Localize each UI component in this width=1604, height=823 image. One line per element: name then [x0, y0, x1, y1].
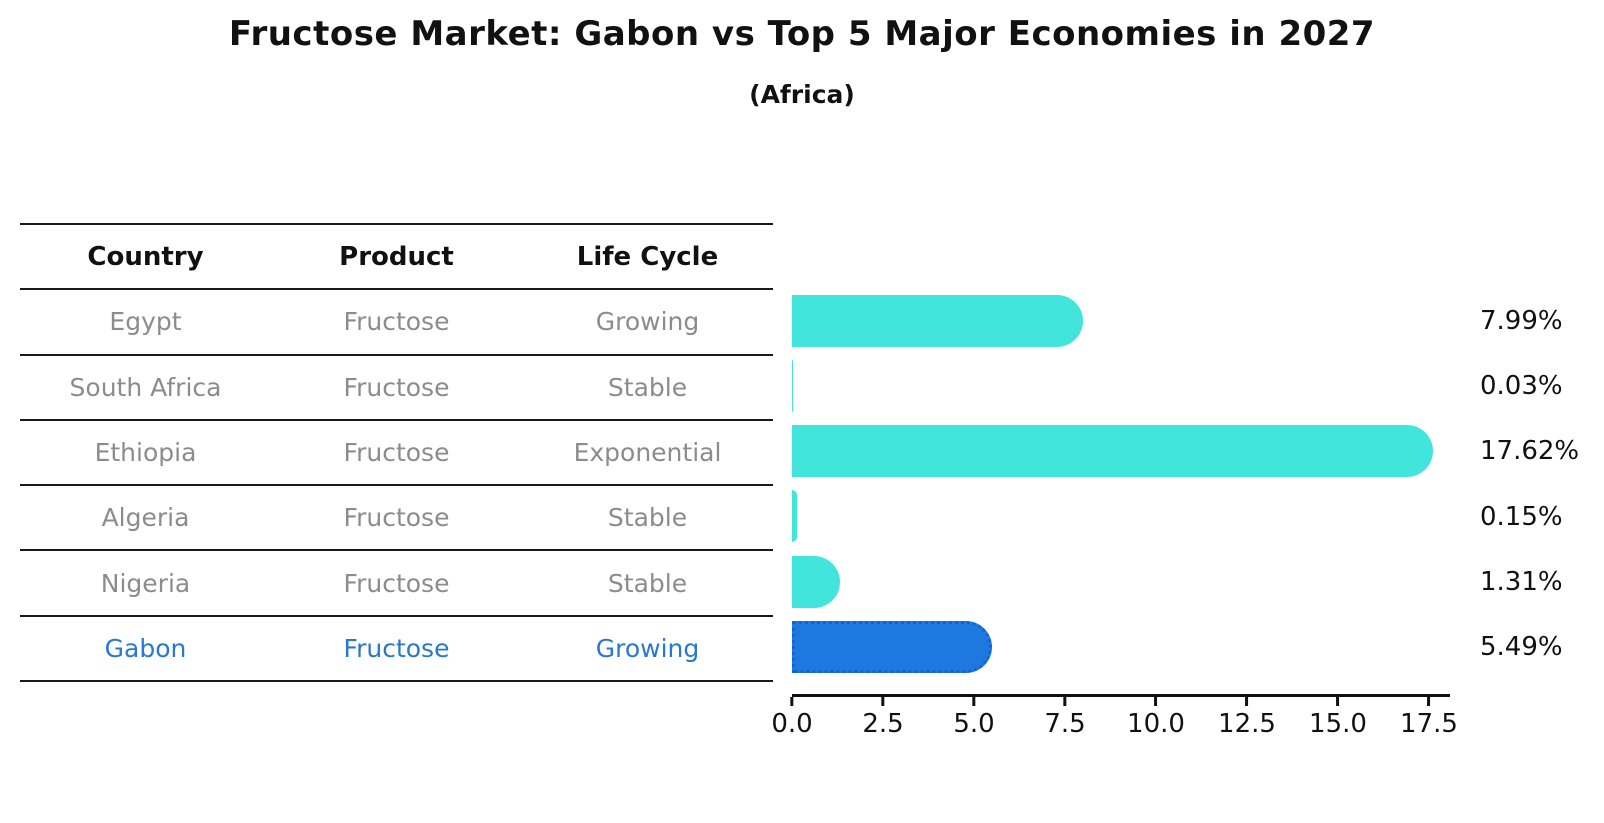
value-label-gabon: 5.49% — [1480, 632, 1563, 663]
table-header-row: Country Product Life Cycle — [20, 225, 773, 291]
table-row-ethiopia: Ethiopia Fructose Exponential — [20, 421, 773, 487]
bar-row: 17.62% — [792, 419, 1604, 484]
product-cell: Fructose — [343, 372, 450, 402]
bar-algeria — [792, 490, 798, 543]
table-row-gabon-highlighted: Gabon Fructose Growing — [20, 617, 773, 683]
lifecycle-cell: Growing — [595, 307, 700, 337]
x-axis-tick: 17.5 — [1400, 697, 1458, 739]
country-cell: South Africa — [69, 372, 222, 402]
bar-row: 0.03% — [792, 353, 1604, 418]
tick-label: 15.0 — [1309, 709, 1367, 739]
x-axis-tick: 12.5 — [1218, 697, 1276, 739]
country-table: Country Product Life Cycle Egypt Fructos… — [20, 223, 773, 683]
table-row-egypt: Egypt Fructose Growing — [20, 290, 773, 356]
table-row-algeria: Algeria Fructose Stable — [20, 486, 773, 552]
product-cell: Fructose — [343, 633, 450, 663]
chart-title: Fructose Market: Gabon vs Top 5 Major Ec… — [228, 14, 1376, 54]
value-label-nigeria: 1.31% — [1480, 566, 1563, 597]
country-cell: Gabon — [104, 633, 187, 663]
x-axis-tick: 15.0 — [1309, 697, 1367, 739]
product-cell: Fructose — [343, 438, 450, 468]
bar-chart: 7.99% 0.03% 17.62% 0.15% 1.31% 5.49% 0.0 — [771, 288, 1604, 758]
bar-row: 5.49% — [792, 614, 1604, 679]
country-cell: Nigeria — [100, 568, 191, 598]
tick-label: 7.5 — [1044, 709, 1086, 739]
tick-mark — [1336, 697, 1340, 706]
x-axis-line — [792, 694, 1450, 697]
tick-mark — [881, 697, 885, 706]
product-cell: Fructose — [343, 307, 450, 337]
tick-mark — [1154, 697, 1158, 706]
table-row-nigeria: Nigeria Fructose Stable — [20, 551, 773, 617]
tick-label: 10.0 — [1127, 709, 1185, 739]
x-axis-tick: 10.0 — [1127, 697, 1185, 739]
tick-mark — [1245, 697, 1249, 706]
product-cell: Fructose — [343, 568, 450, 598]
bar-nigeria — [792, 555, 840, 608]
lifecycle-cell: Growing — [595, 633, 700, 663]
bar-row: 7.99% — [792, 288, 1604, 353]
tick-mark — [972, 697, 976, 706]
tick-label: 0.0 — [771, 709, 813, 739]
bar-row: 1.31% — [792, 549, 1604, 614]
country-cell: Ethiopia — [94, 438, 197, 468]
bar-gabon-highlighted — [792, 620, 992, 673]
chart-subtitle: (Africa) — [749, 80, 855, 109]
bar-egypt — [792, 294, 1083, 347]
x-axis-tick: 7.5 — [1044, 697, 1086, 739]
tick-label: 2.5 — [862, 709, 904, 739]
x-axis-tick: 5.0 — [953, 697, 995, 739]
country-cell: Egypt — [109, 307, 182, 337]
column-header-product: Product — [339, 241, 454, 272]
tick-label: 17.5 — [1400, 709, 1458, 739]
tick-mark — [1427, 697, 1431, 706]
product-cell: Fructose — [343, 503, 450, 533]
tick-label: 5.0 — [953, 709, 995, 739]
value-label-south-africa: 0.03% — [1480, 370, 1563, 401]
bar-south-africa — [792, 359, 794, 412]
value-label-egypt: 7.99% — [1480, 305, 1563, 336]
table-row-south-africa: South Africa Fructose Stable — [20, 356, 773, 421]
lifecycle-cell: Stable — [607, 503, 688, 533]
value-label-ethiopia: 17.62% — [1480, 436, 1580, 467]
lifecycle-cell: Exponential — [573, 438, 722, 468]
value-label-algeria: 0.15% — [1480, 501, 1563, 532]
column-header-country: Country — [87, 241, 204, 272]
tick-label: 12.5 — [1218, 709, 1276, 739]
x-axis-tick: 0.0 — [771, 697, 813, 739]
country-cell: Algeria — [101, 503, 190, 533]
x-axis-tick: 2.5 — [862, 697, 904, 739]
lifecycle-cell: Stable — [607, 372, 688, 402]
bar-row: 0.15% — [792, 484, 1604, 549]
tick-mark — [1063, 697, 1067, 706]
bar-ethiopia — [792, 425, 1434, 478]
lifecycle-cell: Stable — [607, 568, 688, 598]
column-header-lifecycle: Life Cycle — [576, 241, 719, 272]
tick-mark — [790, 697, 794, 706]
